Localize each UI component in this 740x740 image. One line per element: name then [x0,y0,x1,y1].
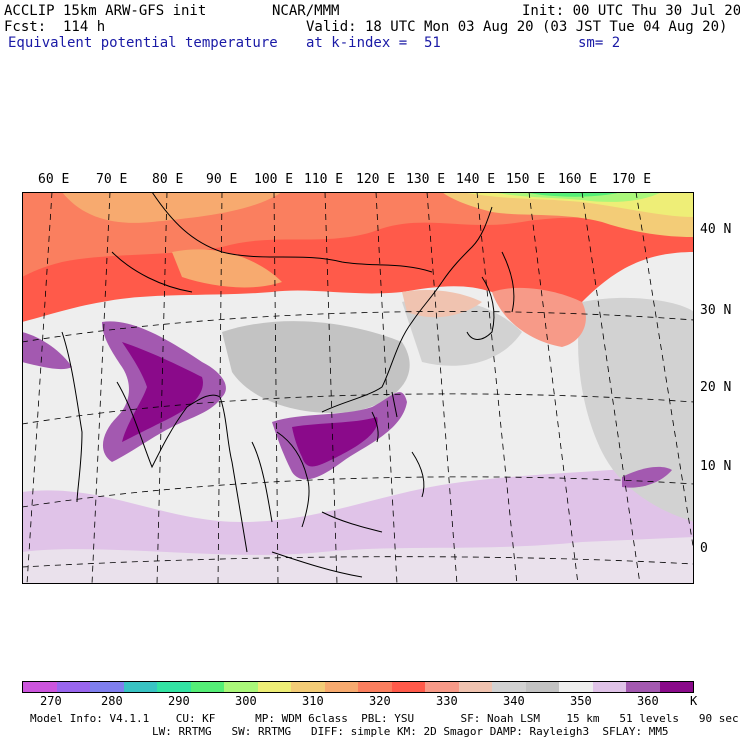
map-frame [22,192,694,584]
field-region-white-south [22,537,694,584]
colorbar-swatch [492,682,526,692]
colorbar-swatch [425,682,459,692]
colorbar-swatch [626,682,660,692]
colorbar-swatch [90,682,124,692]
model-info-line1: Model Info: V4.1.1 CU: KF MP: WDM 6class… [30,712,739,725]
colorbar-swatch [324,682,358,692]
lon-label: 60 E [38,172,70,187]
institution-label: NCAR/MMM [272,3,340,19]
colorbar-swatch [190,682,224,692]
field-region-purple-west-pacific [622,466,672,488]
lat-label: 30 N [700,303,732,318]
lon-label: 70 E [96,172,128,187]
colorbar-label: 270 [40,694,62,708]
k-index-label: at k-index = 51 [306,35,441,51]
lon-label: 110 E [304,172,344,187]
field-region-gray-east [578,297,694,522]
colorbar-swatch [592,682,626,692]
field-region-deep-purple-india [122,342,203,442]
lon-label: 100 E [254,172,294,187]
init-time: Init: 00 UTC Thu 30 Jul 20 [522,3,740,19]
field-region-deep-purple-scs [292,417,378,467]
graticule [22,192,694,584]
field-region-bright-green [522,192,622,197]
lon-label: 170 E [612,172,652,187]
valid-time: Valid: 18 UTC Mon 03 Aug 20 (03 JST Tue … [306,19,728,35]
coastlines [61,192,515,578]
colorbar-label: 290 [168,694,190,708]
field-region-purple-west [22,332,72,370]
colorbar-swatch [559,682,593,692]
lat-label: 10 N [700,459,732,474]
colorbar-label: 320 [369,694,391,708]
colorbar-swatch [525,682,559,692]
colorbar-label: 340 [503,694,525,708]
colorbar-swatch [391,682,425,692]
colorbar-label: 300 [235,694,257,708]
lon-label: 80 E [152,172,184,187]
colorbar-swatch [358,682,392,692]
forecast-hour: Fcst: 114 h [4,19,106,35]
colorbar [22,681,694,693]
colorbar-label: 350 [570,694,592,708]
lon-label: 140 E [456,172,496,187]
run-title: ACCLIP 15km ARW-GFS init [4,3,207,19]
field-name: Equivalent potential temperature [8,35,278,51]
lon-label: 160 E [558,172,598,187]
lon-label: 90 E [206,172,238,187]
colorbar-label: 360 [637,694,659,708]
model-info-line2: LW: RRTMG SW: RRTMG DIFF: simple KM: 2D … [152,725,669,738]
colorbar-swatch [23,682,57,692]
lat-label: 20 N [700,380,732,395]
colorbar-unit: K [690,694,698,708]
lon-label: 130 E [406,172,446,187]
field-region-orange-north [62,192,282,223]
colorbar-swatch [224,682,258,692]
field-region-gray [222,321,410,413]
colorbar-label: 280 [101,694,123,708]
lon-label: 120 E [356,172,396,187]
colorbar-swatch [458,682,492,692]
colorbar-label: 310 [302,694,324,708]
field-region-peach [402,290,482,318]
colorbar-swatch [291,682,325,692]
field-region-orange [172,249,282,288]
smoothing-label: sm= 2 [578,35,621,51]
colorbar-swatch [56,682,90,692]
lat-label: 40 N [700,222,732,237]
colorbar-swatch [157,682,191,692]
colorbar-swatch [123,682,157,692]
colorbar-swatch [659,682,693,692]
colorbar-label: 330 [436,694,458,708]
field-region-green [492,192,662,202]
colorbar-swatch [257,682,291,692]
lon-label: 150 E [506,172,546,187]
theta-e-map [22,192,694,584]
lat-label: 0 [700,541,708,556]
field-region-salmon [492,287,586,347]
